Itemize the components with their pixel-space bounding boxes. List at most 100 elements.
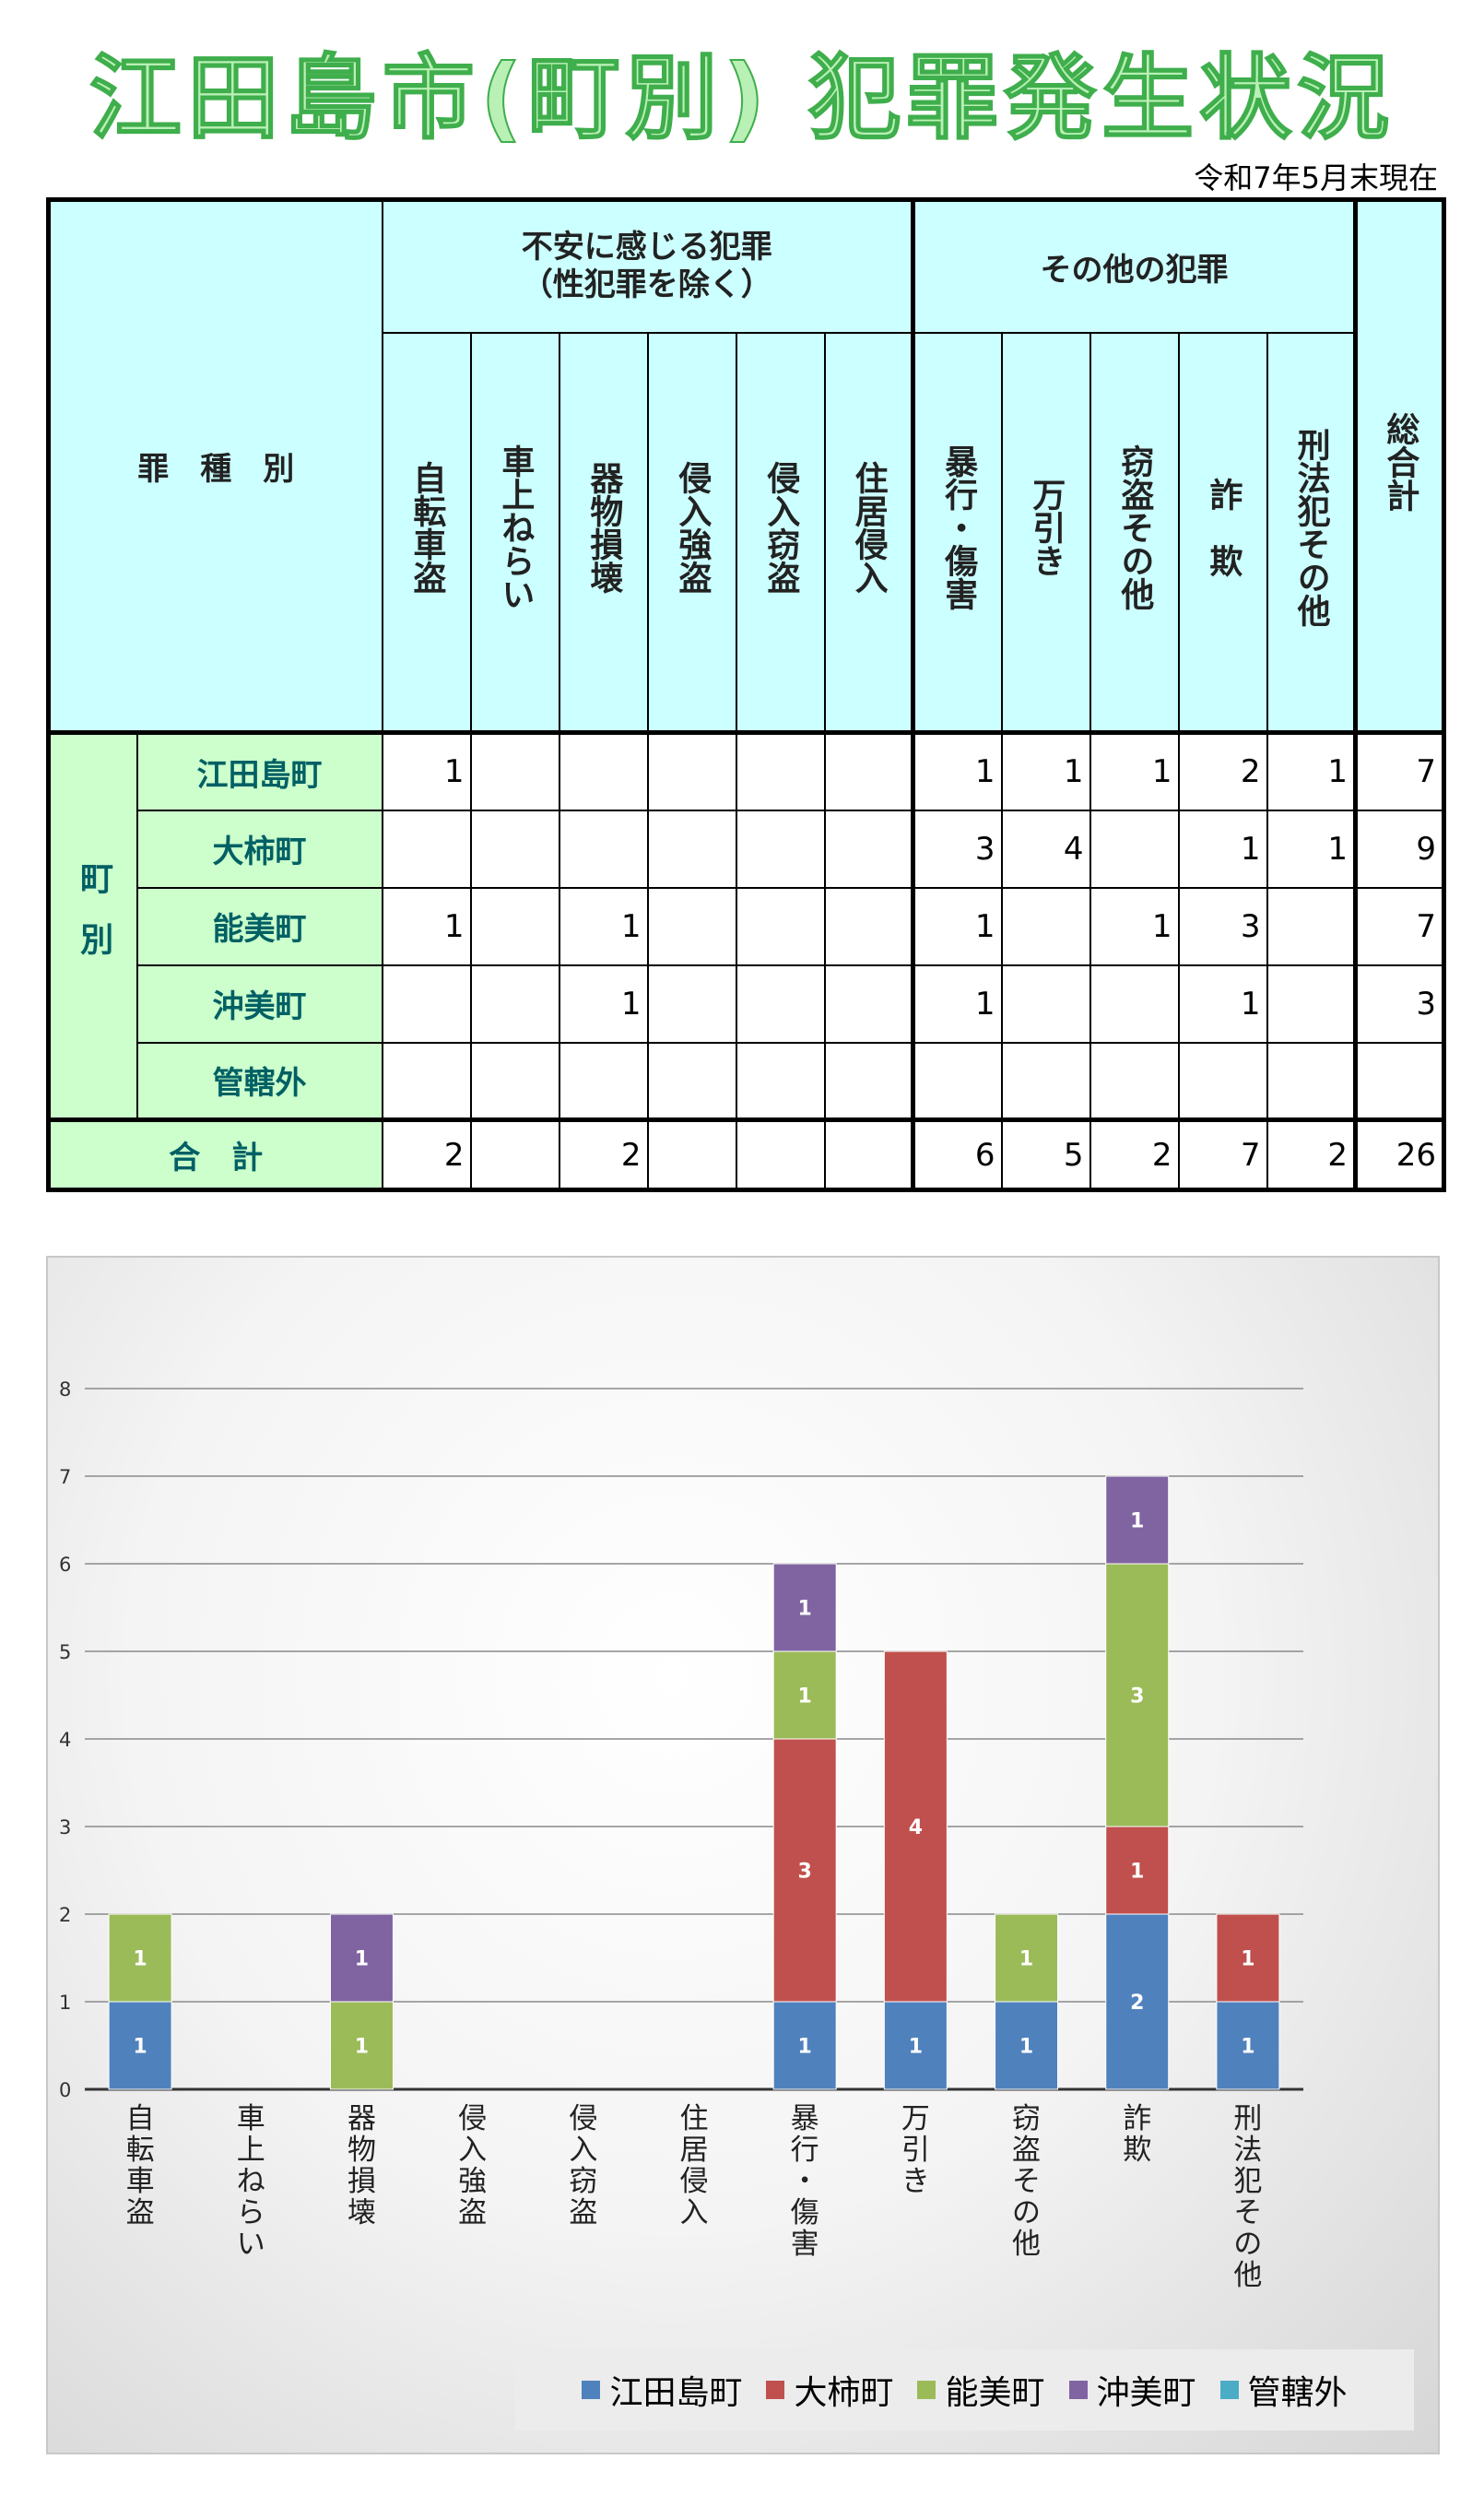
x-tick-char: 上 — [237, 2134, 265, 2167]
crime-table: 罪 種 別 不安に感じる犯罪 （性犯罪を除く） その他の犯罪 総合計 自転車盗 車… — [46, 197, 1446, 1192]
x-tick-char: 害 — [791, 2228, 819, 2261]
table-cell — [558, 1041, 649, 1121]
x-tick-char: 自 — [126, 2102, 155, 2135]
table-cell: 5 — [1000, 1117, 1091, 1191]
bar-segment — [1216, 1913, 1280, 2003]
row-total: 9 — [1353, 809, 1445, 889]
x-tick-char: 器 — [347, 2102, 376, 2135]
table-cell: 2 — [558, 1117, 649, 1191]
column-header-label: 住居侵入 — [849, 461, 888, 595]
x-tick-char: 侵 — [458, 2102, 487, 2135]
y-tick-label: 5 — [59, 1641, 71, 1663]
table-cell — [646, 886, 737, 966]
x-tick-char: 壊 — [347, 2196, 376, 2229]
row-total: 7 — [1353, 730, 1445, 811]
bar-segment — [329, 2001, 394, 2090]
legend-swatch — [1219, 2381, 1239, 2399]
column-header-label: 詐 欺 — [1204, 478, 1243, 578]
data-label: 1 — [798, 1598, 812, 1621]
x-tick-char: ・ — [791, 2165, 819, 2198]
table-cell — [558, 809, 649, 889]
town-group-label: 町別 — [47, 730, 138, 1121]
y-tick-label: 0 — [59, 2079, 71, 2101]
x-tick-char: 入 — [569, 2134, 597, 2167]
bar-segment — [1216, 2001, 1280, 2090]
table-cell: 1 — [381, 730, 472, 811]
column-header-label: 窃盗その他 — [1115, 444, 1154, 611]
town-name: 江田島町 — [135, 730, 383, 811]
x-tick-char: 犯 — [1233, 2165, 1262, 2198]
row-total: 3 — [1353, 964, 1445, 1044]
bar-segment — [995, 1913, 1059, 2003]
column-header-label: 刑法犯その他 — [1291, 428, 1330, 628]
legend-item: 江田島町 — [582, 2366, 742, 2414]
x-tick-char: 他 — [1233, 2259, 1262, 2292]
table-cell — [735, 964, 826, 1044]
x-tick-label: 器物損壊 — [347, 2102, 376, 2229]
data-label: 1 — [1130, 1510, 1144, 1533]
table-cell — [823, 964, 914, 1044]
table-cell — [469, 886, 560, 966]
table-cell — [1089, 964, 1180, 1044]
table-cell: 1 — [911, 964, 1003, 1044]
table-cell — [646, 809, 737, 889]
x-tick-char: 詐 — [1123, 2102, 1151, 2135]
data-label: 4 — [909, 1816, 923, 1839]
group-header-anxiety: 不安に感じる犯罪 （性犯罪を除く） — [381, 198, 914, 334]
x-tick-char: 物 — [347, 2134, 376, 2167]
x-tick-char: 転 — [126, 2134, 155, 2167]
x-tick-char: 損 — [347, 2165, 376, 2198]
x-tick-char: 車 — [237, 2102, 265, 2135]
x-tick-label: 窃盗その他 — [1012, 2102, 1041, 2261]
legend-label: 江田島町 — [609, 2374, 743, 2412]
table-cell — [823, 1041, 914, 1121]
x-tick-char: い — [237, 2228, 265, 2261]
sum-row: 合 計 2 2 6 5 2 7 2 26 — [47, 1117, 1445, 1191]
data-label: 1 — [798, 2036, 812, 2059]
grand-total-header: 総合計 — [1353, 198, 1445, 734]
x-tick-label: 住居侵入 — [680, 2102, 709, 2229]
y-tick-label: 8 — [59, 1378, 71, 1401]
table-cell — [735, 730, 826, 811]
x-tick-char: 他 — [1012, 2228, 1041, 2261]
bar-segment — [108, 2001, 172, 2090]
column-header: 詐 欺 — [1177, 331, 1268, 734]
table-cell: 2 — [381, 1117, 472, 1191]
x-tick-char: 強 — [458, 2165, 487, 2198]
as-of-date: 令和7年5月末現在 — [1194, 160, 1438, 195]
legend-swatch — [1068, 2381, 1088, 2399]
legend-swatch — [917, 2381, 936, 2399]
x-tick-char: 侵 — [569, 2102, 597, 2135]
table-cell — [381, 964, 472, 1044]
table-cell: 1 — [1000, 730, 1091, 811]
table-cell: 1 — [558, 964, 649, 1044]
row-total — [1353, 1041, 1445, 1121]
table-row: 管轄外 — [49, 1041, 1445, 1121]
x-tick-label: 自転車盗 — [126, 2102, 155, 2229]
x-tick-char: 引 — [901, 2134, 930, 2167]
column-header: 自転車盗 — [381, 331, 472, 734]
table-cell — [469, 1041, 560, 1121]
legend-item: 管轄外 — [1219, 2366, 1348, 2414]
column-header: 器物損壊 — [558, 331, 649, 734]
table-cell: 1 — [1266, 730, 1357, 811]
table-cell: 1 — [1266, 809, 1357, 889]
y-tick-label: 7 — [59, 1466, 71, 1488]
x-tick-char: 刑 — [1233, 2102, 1262, 2135]
bar-segment — [883, 1650, 948, 2003]
data-label: 1 — [1019, 2036, 1033, 2059]
table-cell — [823, 886, 914, 966]
data-label: 1 — [909, 2036, 923, 2059]
column-header-label: 車上ねらい — [496, 444, 535, 611]
x-tick-char: 居 — [680, 2134, 709, 2167]
y-tick-label: 4 — [59, 1729, 71, 1751]
data-label: 3 — [1130, 1685, 1144, 1709]
bar-segment — [1105, 1475, 1170, 1565]
table-cell — [735, 1117, 826, 1191]
legend-label: 能美町 — [945, 2374, 1045, 2412]
table-cell: 2 — [1266, 1117, 1357, 1191]
column-header: 侵入強盗 — [646, 331, 737, 734]
column-header-label: 万引き — [1027, 478, 1066, 578]
row-total: 26 — [1353, 1117, 1445, 1191]
bar-segment — [1105, 1913, 1170, 2090]
